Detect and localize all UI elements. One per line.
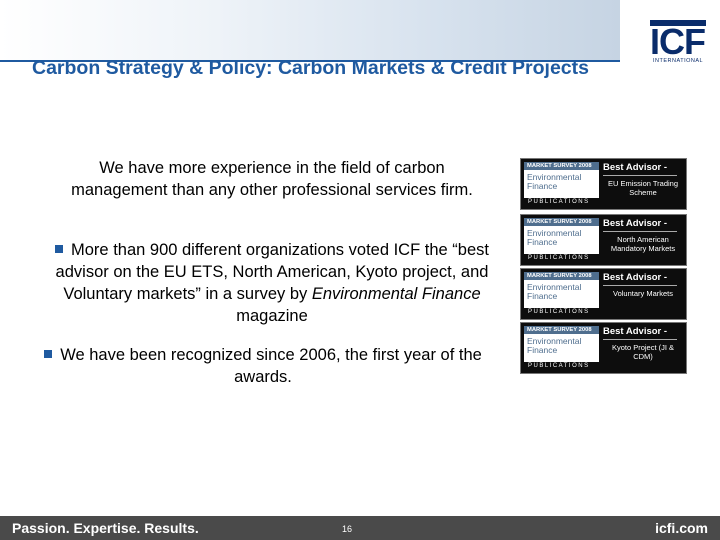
award-magazine-name: Environmental Finance — [527, 172, 582, 191]
award-best-advisor: Best Advisor - — [603, 326, 668, 337]
lead-paragraph: We have more experience in the field of … — [71, 159, 473, 199]
award-survey-label: MARKET SURVEY 2008 — [524, 272, 599, 280]
award-category-panel: Best Advisor - North American Mandatory … — [603, 218, 683, 262]
bullet-text: We have been recognized since 2006, the … — [60, 346, 482, 386]
award-magazine-panel: MARKET SURVEY 2008 Environmental Finance … — [524, 162, 599, 206]
award-badge: MARKET SURVEY 2008 Environmental Finance … — [520, 268, 687, 320]
logo-bar — [650, 20, 706, 26]
award-magazine-name: Environmental Finance — [527, 282, 582, 301]
header-band — [0, 0, 620, 62]
award-magazine-name: Environmental Finance — [527, 336, 582, 355]
footer-bar: Passion. Expertise. Results. 16 icfi.com — [0, 516, 720, 540]
award-badge: MARKET SURVEY 2008 Environmental Finance … — [520, 322, 687, 374]
slide-title: Carbon Strategy & Policy: Carbon Markets… — [32, 57, 589, 79]
award-publications-label: PUBLICATIONS — [524, 308, 599, 316]
award-survey-label: MARKET SURVEY 2008 — [524, 218, 599, 226]
award-category: Voluntary Markets — [612, 289, 674, 298]
footer-website: icfi.com — [655, 520, 708, 536]
logo-subtitle: INTERNATIONAL — [653, 58, 704, 64]
award-magazine-panel: MARKET SURVEY 2008 Environmental Finance … — [524, 272, 599, 316]
award-badge: MARKET SURVEY 2008 Environmental Finance … — [520, 214, 687, 266]
logo-letters: ICF — [650, 21, 706, 62]
award-category-panel: Best Advisor - Kyoto Project (JI & CDM) — [603, 326, 683, 370]
award-category: EU Emission Trading Scheme — [607, 179, 679, 197]
award-best-advisor: Best Advisor - — [603, 162, 668, 173]
bullet-square-icon — [44, 350, 53, 358]
bullet-item: We have been recognized since 2006, the … — [30, 344, 496, 388]
award-category: Kyoto Project (JI & CDM) — [611, 343, 675, 361]
award-badge: MARKET SURVEY 2008 Environmental Finance … — [520, 158, 687, 210]
award-best-advisor: Best Advisor - — [603, 218, 668, 229]
footer-tagline: Passion. Expertise. Results. — [12, 520, 199, 536]
bullet-text-end: magazine — [236, 307, 308, 325]
award-magazine-panel: MARKET SURVEY 2008 Environmental Finance … — [524, 218, 599, 262]
award-category-panel: Best Advisor - Voluntary Markets — [603, 272, 683, 316]
header-rule — [0, 60, 620, 62]
award-publications-label: PUBLICATIONS — [524, 198, 599, 206]
award-divider — [603, 285, 677, 286]
award-magazine-name: Environmental Finance — [527, 228, 582, 247]
award-best-advisor: Best Advisor - — [603, 272, 668, 283]
award-divider — [603, 231, 677, 232]
award-publications-label: PUBLICATIONS — [524, 254, 599, 262]
award-survey-label: MARKET SURVEY 2008 — [524, 326, 599, 334]
award-survey-label: MARKET SURVEY 2008 — [524, 162, 599, 170]
award-publications-label: PUBLICATIONS — [524, 362, 599, 370]
award-divider — [603, 175, 677, 176]
award-category-panel: Best Advisor - EU Emission Trading Schem… — [603, 162, 683, 206]
award-divider — [603, 339, 677, 340]
award-magazine-panel: MARKET SURVEY 2008 Environmental Finance … — [524, 326, 599, 370]
bullet-text: More than 900 different organizations vo… — [55, 241, 489, 303]
award-category: North American Mandatory Markets — [610, 235, 676, 253]
bullet-square-icon — [55, 245, 64, 253]
bullet-italic-text: Environmental Finance — [311, 285, 481, 303]
icf-logo: ICF INTERNATIONAL — [650, 20, 706, 66]
bullet-item: More than 900 different organizations vo… — [52, 239, 492, 327]
page-number: 16 — [341, 524, 352, 534]
